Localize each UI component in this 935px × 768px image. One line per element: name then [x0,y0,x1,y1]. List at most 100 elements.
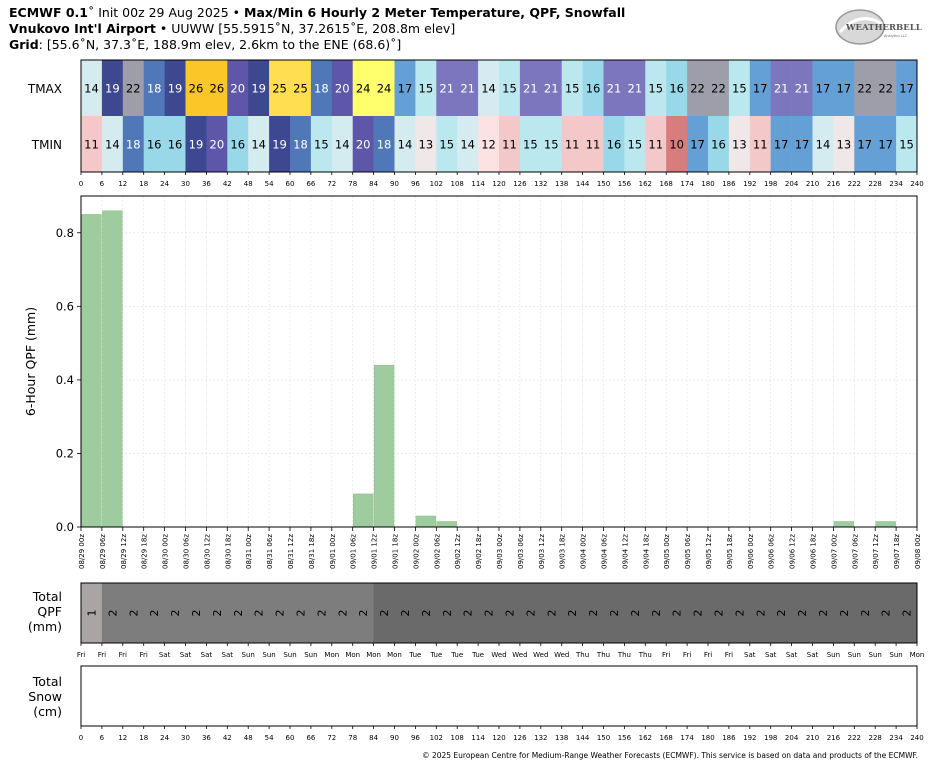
tmin-cell [478,116,500,172]
qpf-xtick-label: 09/06 06z [768,534,776,569]
qpf-xtick-label: 09/03 18z [559,534,567,569]
chart-header: ECMWF 0.1˚ Init 00z 29 Aug 2025 • Max/Mi… [9,5,829,53]
tmax-cell [791,60,813,116]
total-qpf-cell [749,583,772,643]
temp-xtick-label: 24 [160,180,169,188]
tmin-cell [791,116,813,172]
tmin-cell [666,116,688,172]
snow-xtick-label: 42 [223,734,232,742]
qpf-xtick-label: 09/04 12z [621,534,629,569]
tmin-value: 14 [105,138,120,152]
tmax-cell [436,60,458,116]
grid-info: : [55.6˚N, 37.3˚E, 188.9m elev, 2.6km to… [38,37,402,52]
total-qpf-cell [666,583,688,643]
total-qpf-cell [248,583,270,643]
qpf-xtick-label: 09/02 00z [412,534,420,569]
tmax-value: 18 [314,82,329,96]
snow-xtick-label: 78 [348,734,357,742]
tmax-value: 22 [126,82,141,96]
snow-xtick-label: 204 [785,734,799,742]
total-snow-label-line: Total [32,674,62,689]
total-qpf-value: 2 [441,610,454,617]
qpf-xtick-label: 08/31 12z [287,534,295,569]
total-qpf-cell [227,583,249,643]
tmin-cell [896,116,918,172]
temp-xtick-label: 234 [889,180,903,188]
snow-xtick-label: 216 [827,734,841,742]
qpf-xtick-label: 09/04 06z [601,534,609,569]
temp-xtick-label: 42 [223,180,232,188]
tmax-cell [143,60,165,116]
total-qpf-xtick-label: Fri [683,651,691,659]
total-qpf-value: 2 [148,610,161,617]
total-qpf-xtick-label: Tue [429,651,442,659]
tmax-value: 19 [105,82,120,96]
tmin-cell [185,116,207,172]
snow-xtick-label: 222 [848,734,861,742]
total-qpf-value: 2 [357,610,370,617]
total-qpf-value: 2 [545,610,558,617]
temp-xtick-label: 120 [492,180,505,188]
snow-xtick-label: 198 [764,734,777,742]
tmin-value: 14 [251,138,266,152]
tmin-cell [603,116,625,172]
qpf-bar [353,493,374,528]
weatherbell-logo: WEATHERBELL Analytics LLC [832,6,922,48]
tmin-cell [81,116,103,172]
snow-xtick-label: 12 [118,734,127,742]
tmax-cell [248,60,270,116]
qpf-bar [436,521,457,528]
qpf-bar [102,210,123,528]
snow-xtick-label: 192 [743,734,756,742]
qpf-xtick-label: 08/31 18z [308,534,316,569]
tmax-value: 21 [607,82,622,96]
total-qpf-xtick-label: Mon [345,651,360,659]
tmin-value: 15 [628,138,643,152]
tmax-cell [81,60,103,116]
total-qpf-xtick-label: Mon [366,651,381,659]
temp-xtick-label: 18 [139,180,148,188]
total-qpf-xtick-label: Thu [596,651,610,659]
tmin-value: 15 [314,138,329,152]
tmin-value: 16 [168,138,183,152]
tmin-cell [248,116,270,172]
total-qpf-cell [603,583,625,643]
total-qpf-value: 2 [315,610,328,617]
qpf-bar [415,515,436,528]
total-qpf-xtick-label: Sat [201,651,213,659]
total-qpf-value: 2 [733,610,746,617]
total-qpf-xtick-label: Wed [554,651,569,659]
tmax-value: 17 [837,82,852,96]
temp-xtick-label: 198 [764,180,777,188]
tmax-cell [603,60,625,116]
tmin-value: 19 [272,138,287,152]
total-qpf-value: 2 [650,610,663,617]
temp-xtick-label: 84 [369,180,378,188]
tmax-value: 16 [586,82,601,96]
tmin-cell [687,116,709,172]
total-qpf-cell [290,583,312,643]
temp-xtick-label: 174 [680,180,694,188]
tmax-cell [812,60,834,116]
tmin-cell [373,116,395,172]
tmin-value: 17 [795,138,810,152]
total-qpf-value: 2 [754,610,767,617]
total-qpf-value: 2 [169,610,182,617]
qpf-xtick-label: 08/30 18z [224,534,232,569]
total-snow-label-line: Snow [28,689,62,704]
tmin-cell [749,116,771,172]
row-label-tmin: TMIN [31,138,62,152]
temp-xtick-label: 204 [785,180,799,188]
tmin-cell [227,116,249,172]
snow-xtick-label: 108 [451,734,464,742]
tmax-value: 15 [419,82,434,96]
qpf-bar [833,521,855,528]
qpf-xtick-label: 08/30 06z [183,534,191,569]
tmin-cell [875,116,897,172]
total-qpf-value: 2 [253,610,266,617]
total-qpf-value: 2 [817,610,830,617]
chart-title: Max/Min 6 Hourly 2 Meter Temperature, QP… [244,5,626,20]
snow-xtick-label: 84 [369,734,378,742]
tmax-value: 24 [377,82,392,96]
